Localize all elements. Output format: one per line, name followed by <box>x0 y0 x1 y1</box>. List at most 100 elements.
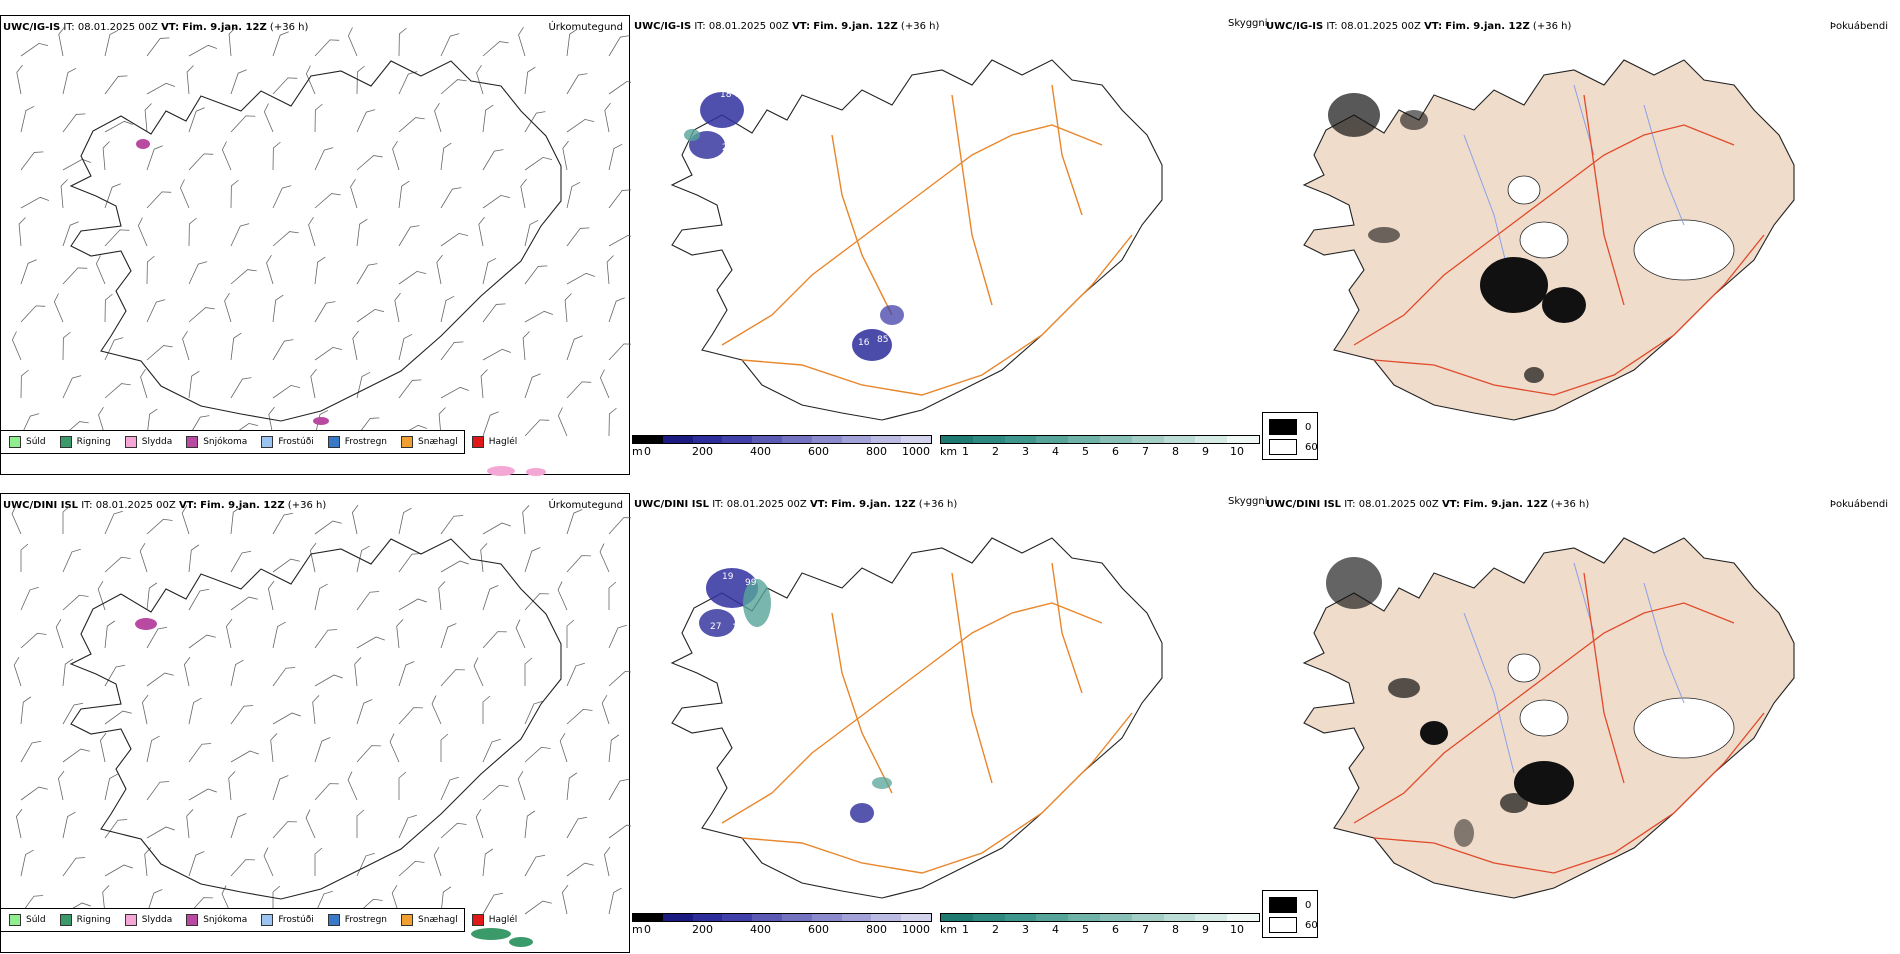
wind-barb <box>517 770 526 801</box>
legend-swatch <box>124 436 137 448</box>
wind-barb <box>482 631 507 649</box>
wind-barb <box>398 661 415 687</box>
wind-barb <box>15 808 23 839</box>
wind-barb <box>57 770 65 801</box>
wind-barb <box>434 102 442 133</box>
wind-barb <box>440 822 467 839</box>
colorbar-tick: 400 <box>750 445 771 458</box>
wind-barb <box>188 370 200 399</box>
wind-barb <box>566 272 596 285</box>
colorbar-tick: 400 <box>750 923 771 936</box>
wind-barb <box>272 512 294 535</box>
cloud-base-label: 85 <box>877 335 888 345</box>
wind-barb <box>97 580 106 611</box>
fog-legend-item: 60 <box>1269 439 1318 455</box>
legend-item-freezing-drizzle: Frostúði <box>261 436 314 448</box>
wind-barb <box>314 783 339 801</box>
wind-barb <box>272 775 289 801</box>
wind-barb <box>263 103 274 133</box>
wind-barb <box>314 583 328 611</box>
panel-header: UWC/IG-IS IT: 08.01.2025 00Z VT: Fim. 9.… <box>634 21 940 32</box>
legend-swatch <box>261 436 274 448</box>
legend-swatch <box>401 436 414 448</box>
colorbar-tick: 5 <box>1082 445 1089 458</box>
wind-barb <box>356 809 365 838</box>
panel-title: Úrkomutegund <box>548 500 623 511</box>
wind-barb <box>351 504 359 535</box>
legend-item-sleet: Slydda <box>124 436 172 448</box>
wind-barb <box>188 634 216 649</box>
wind-barb <box>522 331 530 361</box>
wind-barb <box>141 694 149 725</box>
precip-type-map-row2: UWC/DINI ISL IT: 08.01.2025 00Z VT: Fim.… <box>0 493 631 953</box>
wind-barb <box>230 377 252 399</box>
wind-barb <box>394 292 401 323</box>
legend-item-snow-pellets: Snæhagl <box>401 914 458 926</box>
wind-barb <box>566 662 585 687</box>
wind-barb <box>524 111 546 133</box>
wind-barb <box>559 732 568 763</box>
visibility-colorbar-row2: km 1 2 3 4 5 6 7 8 9 10 <box>940 913 1260 941</box>
cloud-base-label: 19 <box>722 572 734 582</box>
fog-indicator-map-row2: UWC/DINI ISL IT: 08.01.2025 00Z VT: Fim.… <box>1264 493 1894 953</box>
wind-barb <box>566 28 578 57</box>
wind-barb <box>20 786 48 801</box>
wind-barb <box>603 846 611 877</box>
wind-barb <box>62 267 88 285</box>
wind-barb <box>440 386 470 399</box>
wind-barb <box>518 26 526 57</box>
wind-barb <box>146 299 166 323</box>
wind-barb <box>272 667 296 687</box>
wind-barb <box>398 860 425 877</box>
cloud-base-patches <box>684 92 904 361</box>
colorbar-tick: 8 <box>1172 923 1179 936</box>
cloud-base-label: 28 <box>722 143 734 153</box>
cloud-visibility-map-row1: UWC/IG-IS IT: 08.01.2025 00Z VT: Fim. 9.… <box>632 15 1262 475</box>
wind-barb <box>267 580 275 611</box>
colorbar-tick: 4 <box>1052 445 1059 458</box>
wind-barb <box>398 225 420 247</box>
wind-barb <box>272 384 301 399</box>
fog-patches <box>1326 557 1574 847</box>
wind-barb <box>62 658 74 687</box>
wind-barb <box>230 813 247 839</box>
wind-barb <box>144 103 152 133</box>
wind-barb <box>482 303 506 323</box>
legend-swatch <box>186 914 199 926</box>
wind-barb <box>524 700 543 725</box>
wind-barb <box>436 254 443 285</box>
wind-barb <box>188 107 205 133</box>
wind-barb <box>482 411 499 437</box>
legend-item-snow: Snjókoma <box>186 436 247 448</box>
panel-header: UWC/DINI ISL IT: 08.01.2025 00Z VT: Fim.… <box>634 499 958 510</box>
wind-barbs <box>11 504 631 915</box>
wind-barb <box>398 553 422 573</box>
wind-barb <box>482 695 491 724</box>
wind-barb <box>230 659 244 687</box>
colorbar-tick: 200 <box>692 445 713 458</box>
legend-item-drizzle: Súld <box>9 436 46 448</box>
legend-swatch <box>327 914 340 926</box>
legend-item-freezing-drizzle: Frostúði <box>261 914 314 926</box>
wind-barb <box>398 771 407 800</box>
wind-barb <box>272 31 289 57</box>
wind-barb <box>561 884 569 915</box>
colorbar-tick: 1000 <box>902 923 930 936</box>
wind-barb <box>482 348 512 361</box>
wind-barb <box>62 375 82 399</box>
wind-barb <box>104 383 131 399</box>
legend-swatch <box>401 914 414 926</box>
wind-barb <box>356 591 380 611</box>
wind-barb <box>188 743 212 763</box>
wind-barb <box>608 189 631 209</box>
wind-barb <box>146 735 160 763</box>
wind-barb <box>20 740 42 763</box>
wind-barb <box>314 193 341 209</box>
wind-barb <box>566 335 583 361</box>
wind-barb <box>392 140 400 171</box>
road-network <box>1353 94 1765 396</box>
wind-barb <box>482 149 504 171</box>
wind-barb <box>146 37 170 57</box>
panel-title: Þokuábendi <box>1829 499 1888 510</box>
wind-barb <box>601 694 610 725</box>
